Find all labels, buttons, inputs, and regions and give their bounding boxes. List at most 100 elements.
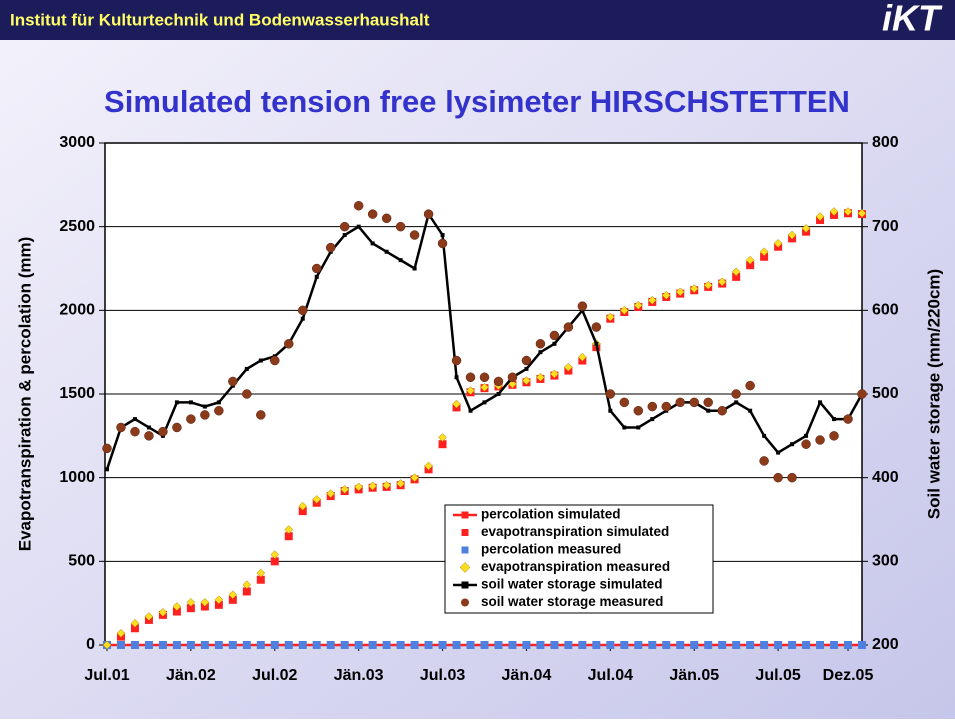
- data-point: [242, 587, 251, 596]
- data-point: [620, 641, 629, 649]
- y-tick-label: 0: [86, 636, 95, 653]
- data-point: [105, 467, 109, 472]
- header-bar: [0, 0, 955, 40]
- data-point: [608, 408, 613, 413]
- data-point: [619, 397, 630, 408]
- legend-label: evapotranspiration simulated: [481, 524, 669, 539]
- data-point: [409, 230, 420, 240]
- data-point: [242, 389, 252, 399]
- data-point: [326, 641, 335, 649]
- data-point: [676, 641, 685, 649]
- data-point: [256, 568, 266, 578]
- data-point: [790, 442, 795, 447]
- data-point: [228, 641, 237, 649]
- data-point: [552, 341, 557, 346]
- data-point: [298, 507, 307, 516]
- data-point: [214, 405, 224, 416]
- data-point: [284, 339, 294, 349]
- x-tick-label: Jul.03: [420, 667, 465, 684]
- data-point: [718, 641, 727, 649]
- data-point: [423, 209, 434, 219]
- data-point: [647, 401, 658, 412]
- data-point: [130, 426, 140, 437]
- x-tick-label: Dez.05: [823, 667, 874, 684]
- data-point: [466, 386, 475, 396]
- data-point: [773, 239, 783, 248]
- data-point: [690, 641, 699, 649]
- data-point: [270, 550, 280, 559]
- data-point: [398, 258, 403, 263]
- data-point: [787, 230, 797, 240]
- data-point: [144, 612, 154, 621]
- data-point: [731, 389, 741, 399]
- data-point: [270, 641, 279, 649]
- data-point: [438, 433, 447, 442]
- y-tick-label: 1000: [59, 469, 95, 486]
- data-point: [522, 641, 531, 649]
- data-point: [636, 425, 641, 430]
- data-point: [815, 435, 825, 445]
- y2-tick-label: 500: [872, 385, 899, 402]
- x-tick-label: Jul.05: [755, 667, 800, 684]
- data-point: [704, 641, 713, 649]
- data-point: [480, 382, 489, 392]
- data-point: [102, 640, 112, 650]
- legend-label: percolation measured: [481, 542, 621, 557]
- data-point: [745, 255, 755, 265]
- data-point: [818, 400, 823, 405]
- data-point: [284, 532, 293, 541]
- data-point: [577, 301, 588, 311]
- data-point: [424, 641, 433, 649]
- data-point: [325, 242, 336, 253]
- data-point: [395, 221, 406, 232]
- y2-tick-label: 200: [872, 636, 899, 653]
- data-point: [633, 405, 644, 416]
- legend-marker: [461, 546, 469, 554]
- data-point: [592, 641, 601, 649]
- data-point: [843, 207, 853, 216]
- data-point: [258, 358, 263, 363]
- data-point: [578, 352, 587, 362]
- data-point: [832, 417, 837, 422]
- data-point: [564, 362, 573, 372]
- data-point: [493, 376, 504, 387]
- data-point: [759, 456, 769, 466]
- data-point: [606, 641, 615, 649]
- data-point: [717, 277, 727, 287]
- data-point: [496, 392, 501, 396]
- data-point: [578, 641, 587, 649]
- data-point: [550, 369, 559, 379]
- data-point: [284, 525, 294, 534]
- data-point: [116, 422, 126, 433]
- data-point: [326, 489, 336, 498]
- data-point: [228, 595, 237, 604]
- data-point: [633, 300, 643, 310]
- data-point: [297, 305, 308, 316]
- data-point: [508, 641, 517, 649]
- data-point: [734, 400, 739, 405]
- data-point: [452, 399, 461, 409]
- data-point: [342, 233, 347, 238]
- data-point: [776, 450, 781, 455]
- data-point: [410, 641, 419, 649]
- data-point: [438, 641, 447, 649]
- data-point: [480, 641, 489, 649]
- data-point: [549, 330, 560, 341]
- data-point: [816, 641, 825, 649]
- x-tick-label: Jän.04: [502, 667, 552, 684]
- y2-tick-label: 800: [872, 134, 899, 151]
- data-point: [130, 618, 140, 628]
- data-point: [214, 600, 223, 609]
- data-point: [312, 495, 322, 504]
- x-tick-label: Jul.04: [588, 667, 633, 684]
- data-point: [146, 425, 151, 430]
- data-point: [172, 602, 182, 611]
- data-point: [200, 597, 210, 607]
- data-point: [382, 641, 391, 649]
- data-point: [801, 223, 811, 233]
- data-point: [717, 405, 727, 416]
- data-point: [746, 261, 755, 270]
- data-point: [186, 414, 196, 424]
- data-point: [412, 266, 417, 271]
- x-tick-label: Jul.02: [252, 667, 297, 684]
